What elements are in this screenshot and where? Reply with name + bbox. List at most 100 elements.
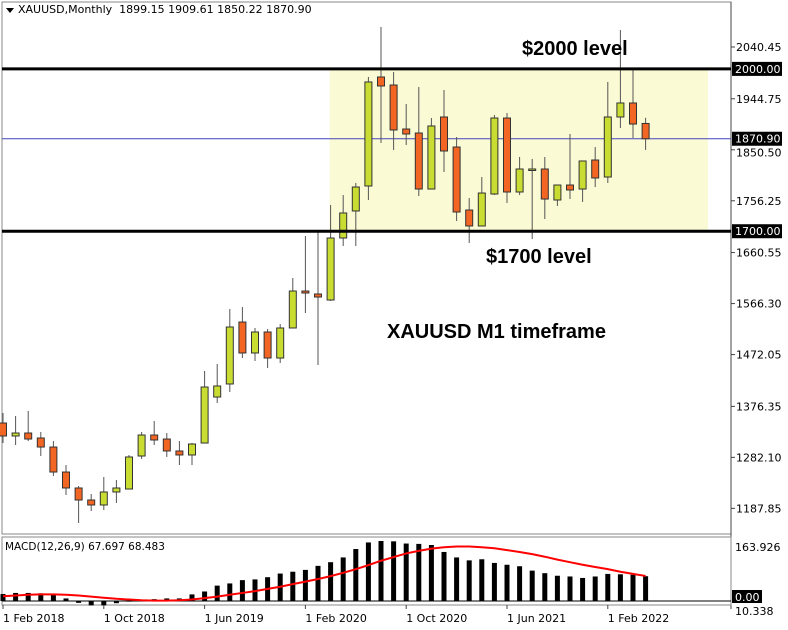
candle-body [175,450,184,456]
macd-bar-35 [441,551,447,601]
level-price-tag-box [732,224,782,239]
candle-23 [288,277,297,329]
candle-13 [162,433,171,457]
macd-bar-38 [479,559,485,601]
macd-bar-40 [504,564,510,601]
candle-35 [440,89,448,173]
candle-body [629,102,637,125]
macd-bar-33 [416,543,422,601]
annotation-timeframe: XAUUSD M1 timeframe [387,321,606,343]
macd-label: MACD(12,26,9) 67.697 68.483 [5,541,165,553]
y-tick-label: 1850.50 [736,147,782,160]
candle-body [74,487,83,501]
y-tick-label: 1756.25 [736,195,782,208]
candle-body [99,491,108,506]
candle-body [314,293,322,298]
candle-6 [74,485,83,524]
candle-39 [490,114,499,196]
candle-body [24,432,33,440]
candle-46 [578,160,587,203]
x-tick-label: 1 Oct 2018 [104,612,165,625]
y-tick-label: 1376.35 [736,400,782,413]
candle-body [402,128,411,135]
candle-45 [566,133,574,200]
candle-24 [301,235,310,313]
candle-15 [188,443,196,465]
candle-body [326,237,335,301]
macd-bar-51 [643,576,649,601]
candle-14 [175,441,184,465]
candle-body [301,290,310,294]
price-pane: 2000.00 1700.00 1870.90 2040.45 1944.75 1850.… [0,1,782,609]
candle-body [125,456,133,490]
macd-bar-45 [567,576,573,601]
candle-body [36,437,45,448]
candle-body [503,117,511,193]
candle-12 [150,420,159,446]
macd-bar-6 [76,601,82,603]
candle-26 [326,204,335,301]
candle-body [490,117,499,195]
candle-body [377,76,385,87]
y-tick-label: 1944.75 [736,93,782,106]
macd-bar-32 [403,543,409,601]
macd-bar-8 [101,601,107,606]
candle-2 [24,410,33,442]
candle-20 [251,327,259,361]
y-tick-label: 1660.55 [736,247,782,260]
x-tick-label: 1 Feb 2022 [608,612,669,625]
macd-bar-31 [391,541,397,601]
macd-zero-label: 0.00 [735,591,760,604]
chart-header: XAUUSD,Monthly 1899.15 1909.61 1850.22 1… [6,3,312,16]
candle-51 [641,117,650,150]
y-tick-label: 1472.05 [736,349,782,362]
candle-33 [414,87,423,196]
candle-29 [364,77,373,201]
candle-17 [213,364,222,403]
candle-body [188,443,196,456]
candle-43 [540,156,549,219]
candle-body [452,146,461,213]
macd-bar-24 [302,569,308,601]
candle-body [528,168,537,171]
macd-bar-41 [517,566,523,601]
candle-30 [377,27,385,144]
macd-pane-frame [1,536,732,606]
candle-19 [238,306,247,359]
x-tick-label: 1 Jun 2019 [205,612,264,625]
macd-bar-17 [214,585,220,601]
candle-31 [389,72,398,151]
y-tick-label: 2040.45 [736,41,782,54]
macd-bar-44 [554,575,560,601]
candle-4 [49,441,58,476]
macd-zero-tag-box [732,590,762,603]
macd-bar-43 [542,573,548,601]
macd-bar-0 [0,594,6,601]
candle-body [11,432,20,437]
macd-bar-3 [38,593,44,601]
candle-body [616,102,625,118]
candle-0 [0,412,7,444]
symbol-timeframe: XAUUSD,Monthly [18,3,113,16]
macd-bar-50 [630,574,636,601]
y-tick-label: 1282.10 [736,451,782,464]
candle-body [137,434,146,457]
dropdown-triangle-icon[interactable] [6,7,14,13]
macd-bar-27 [340,557,346,601]
y-tick-label: 1566.30 [736,298,782,311]
macd-max-label: 163.926 [735,541,781,554]
macd-bar-36 [454,557,460,601]
range-zone [329,69,708,231]
candle-body [150,434,159,441]
macd-bar-18 [227,583,233,601]
x-tick-label: 1 Feb 2018 [3,612,64,625]
candle-41 [515,156,524,196]
candle-body [540,168,549,200]
bid-price-tag: 1870.90 [735,133,781,146]
macd-bar-34 [428,544,434,601]
macd-bar-4 [50,594,56,601]
candle-40 [503,112,511,203]
candle-body [225,326,234,385]
